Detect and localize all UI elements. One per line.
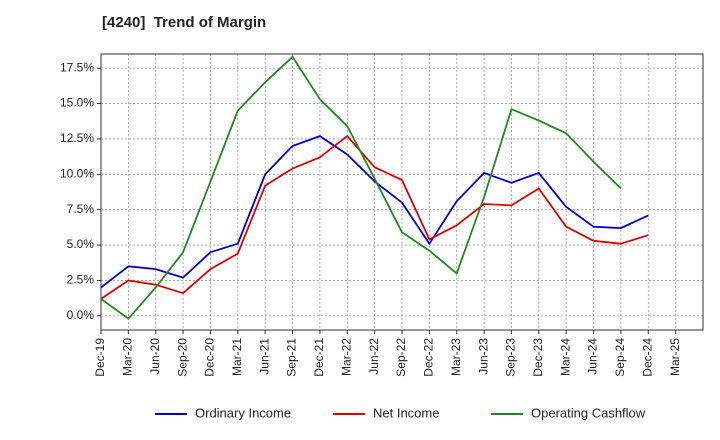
x-tick-label: Jun-23	[476, 338, 490, 375]
grid-layer	[100, 54, 703, 330]
legend-label-operating-cashflow: Operating Cashflow	[531, 405, 646, 420]
x-tick-label: Dec-21	[312, 338, 326, 377]
x-tick-label: Mar-23	[449, 338, 463, 376]
x-tick-label: Dec-20	[203, 338, 217, 377]
series-line-operating-cashflow	[100, 55, 622, 320]
x-tick-label: Jun-21	[257, 338, 271, 375]
y-tick-label: 7.5%	[67, 202, 95, 216]
y-tick-label: 5.0%	[67, 237, 95, 251]
y-tick-label: 15.0%	[60, 96, 94, 110]
x-tick-label: Dec-19	[93, 338, 107, 377]
x-tick-label: Sep-23	[504, 338, 518, 377]
legend-layer: Ordinary Income Net Income Operating Cashf…	[155, 405, 646, 420]
x-tick-label: Sep-21	[285, 338, 299, 377]
x-tick-label: Dec-23	[531, 338, 545, 377]
x-tick-label: Mar-25	[668, 338, 682, 376]
y-tick-label: 17.5%	[60, 60, 94, 74]
y-tick-label: 10.0%	[60, 166, 94, 180]
y-tick-label: 12.5%	[60, 131, 94, 145]
x-tick-label: Mar-24	[558, 338, 572, 376]
x-tick-label: Mar-22	[339, 338, 353, 376]
x-tick-label: Jun-24	[586, 338, 600, 375]
chart-title: [4240] Trend of Margin	[102, 14, 267, 31]
x-tick-label: Sep-22	[394, 338, 408, 377]
legend-label-ordinary-income: Ordinary Income	[195, 405, 291, 420]
x-tick-label: Mar-20	[121, 338, 135, 376]
x-tick-label: Jun-20	[148, 338, 162, 375]
series-layer	[100, 55, 649, 320]
series-line-net-income	[100, 135, 649, 300]
x-tick-label: Dec-22	[422, 338, 436, 377]
y-tick-label: 2.5%	[67, 273, 95, 287]
y-tick-label: 0.0%	[67, 308, 95, 322]
x-tick-label: Mar-21	[230, 338, 244, 376]
x-tick-label: Sep-20	[175, 338, 189, 377]
axis-layer: Dec-19 Mar-20 Jun-20 Sep-20 Dec-20 Mar-21 Jun-…	[60, 60, 682, 376]
series-line-ordinary-income	[100, 135, 649, 289]
x-tick-label: Dec-24	[640, 338, 654, 377]
x-tick-label: Jun-22	[367, 338, 381, 375]
legend-label-net-income: Net Income	[373, 405, 439, 420]
x-tick-label: Sep-24	[613, 338, 627, 377]
